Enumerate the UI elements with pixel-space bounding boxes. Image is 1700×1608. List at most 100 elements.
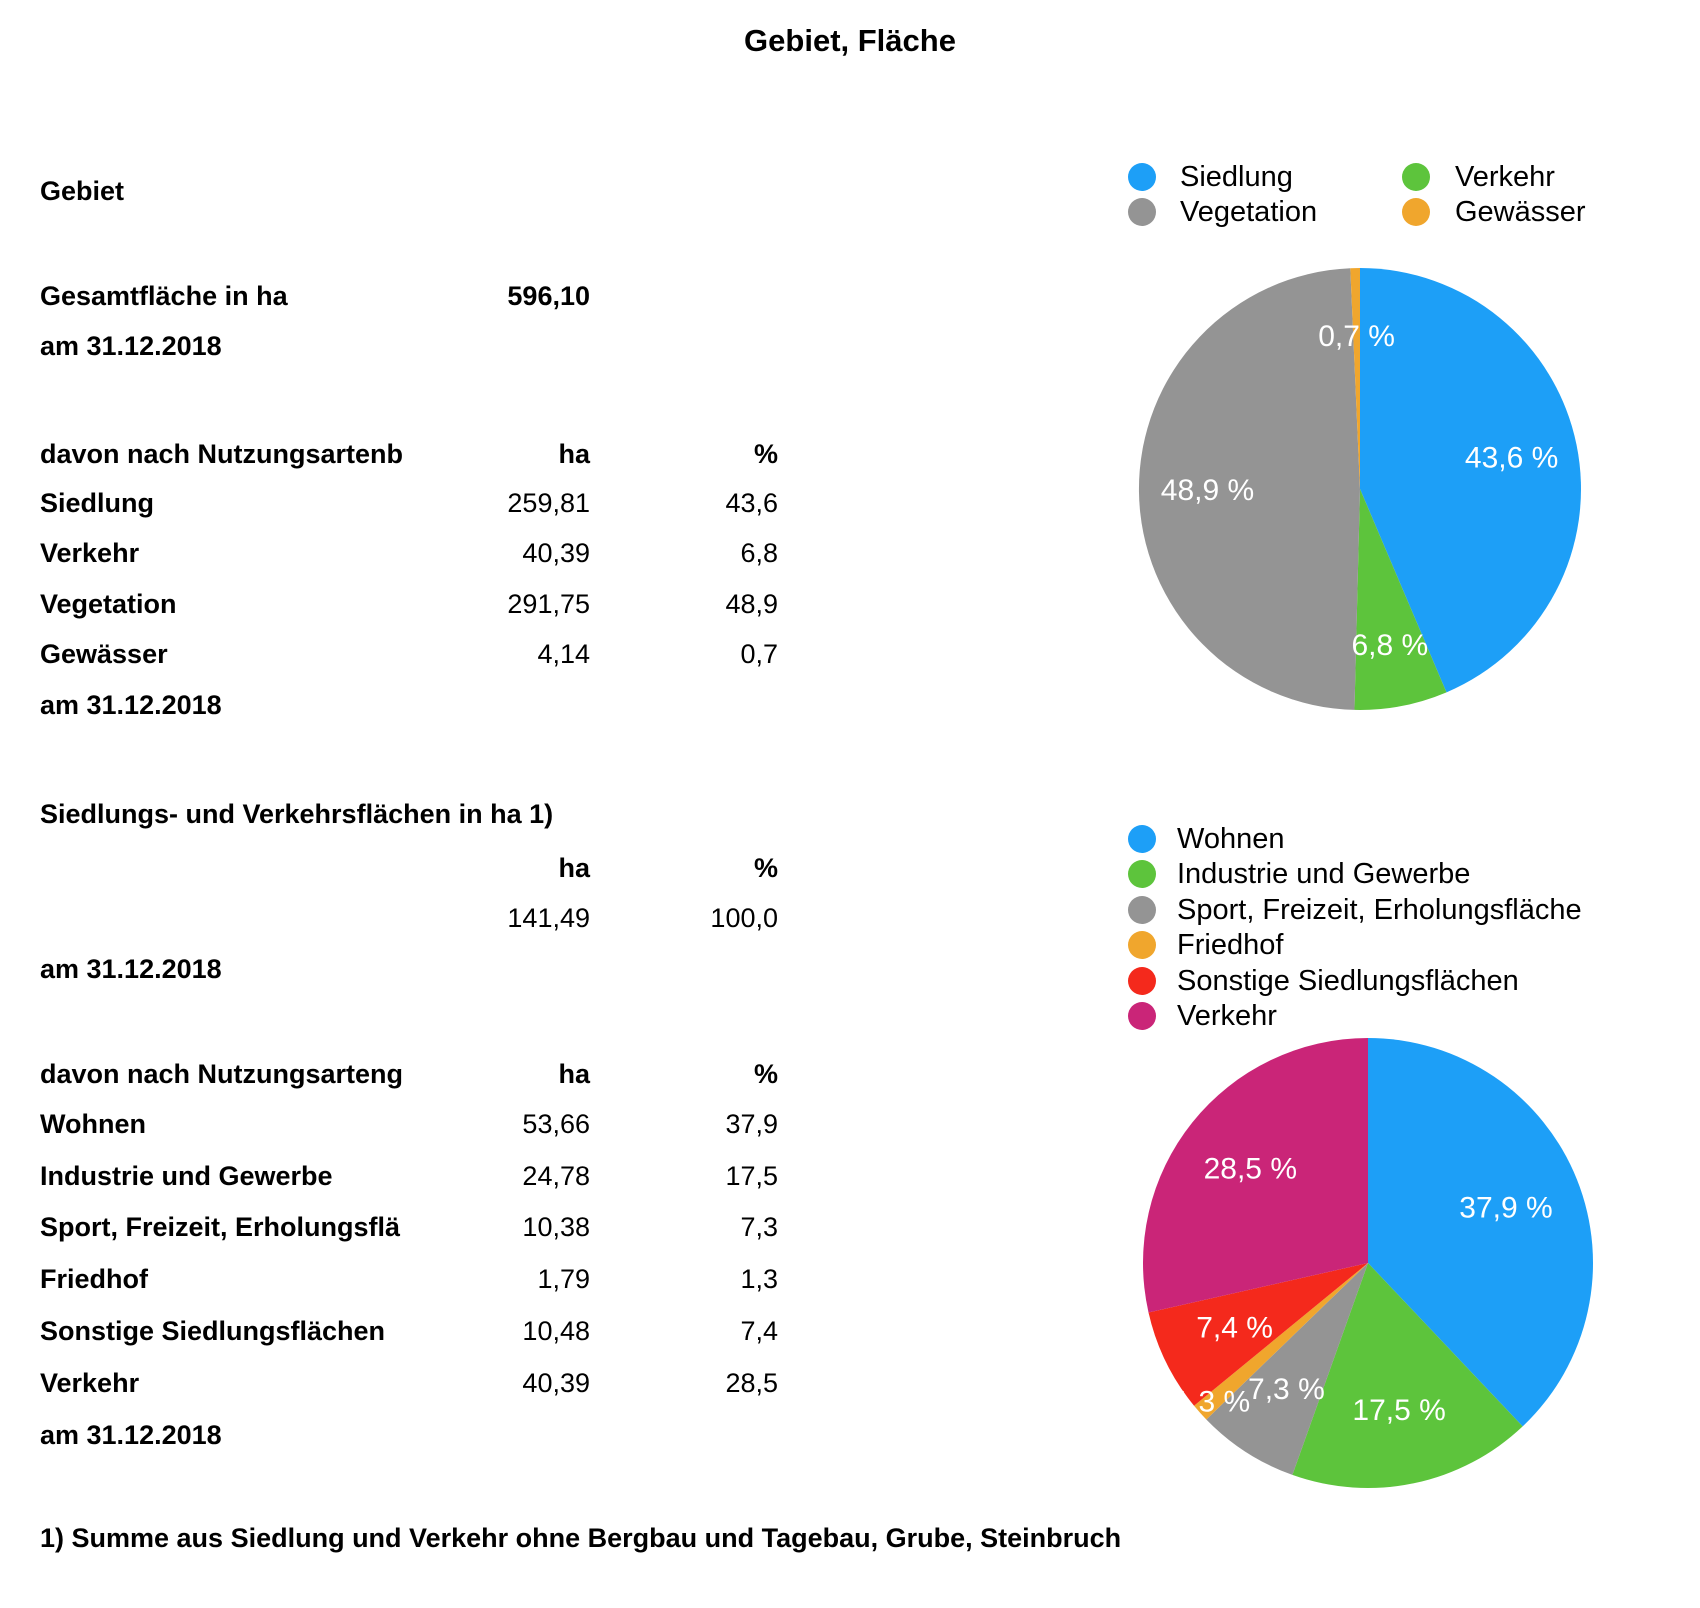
legend-label: Sport, Freizeit, Erholungsfläche <box>1177 893 1582 926</box>
pie-slice-label: 1,3 % <box>1173 1386 1250 1419</box>
total-area-value: 596,10 <box>507 281 590 311</box>
pie-slice <box>1292 1263 1523 1488</box>
pie-slice <box>1148 1263 1368 1406</box>
legend-swatch-icon <box>1128 1002 1156 1030</box>
pie-slice-label: 37,9 % <box>1459 1192 1552 1225</box>
row-ha-value: 40,39 <box>522 538 590 569</box>
row-percent-value: 1,3 <box>740 1264 778 1295</box>
legend-swatch-icon <box>1128 198 1156 226</box>
pie-slice-label: 17,5 % <box>1352 1394 1445 1427</box>
section2-total-pct: 100,0 <box>710 903 778 933</box>
row-percent-value: 6,8 <box>740 538 778 569</box>
pie-slice <box>1143 1038 1368 1313</box>
legend-swatch-icon <box>1402 163 1430 191</box>
table-row: Sport, Freizeit, Erholungsflä 10,38 7,3 <box>0 1211 860 1245</box>
pie-slice <box>1194 1263 1368 1420</box>
date-label: am 31.12.2018 <box>40 331 222 361</box>
row-label: Industrie und Gewerbe <box>40 1160 333 1191</box>
pie-slice-label: 28,5 % <box>1204 1152 1297 1185</box>
row-ha-value: 24,78 <box>522 1160 590 1191</box>
date-label: am 31.12.2018 <box>40 1420 222 1450</box>
row-percent-value: 48,9 <box>725 588 778 619</box>
legend-label: Vegetation <box>1180 196 1318 228</box>
row-percent-value: 0,7 <box>740 639 778 670</box>
row-label: Siedlung <box>40 488 154 518</box>
section2-header-ha: ha <box>558 853 590 883</box>
legend-swatch-icon <box>1128 163 1156 191</box>
row-ha-value: 259,81 <box>507 488 590 518</box>
pie-slice <box>1206 1263 1368 1475</box>
row-label: Vegetation <box>40 588 177 619</box>
legend-swatch-icon <box>1128 895 1156 924</box>
legend-label: Siedlung <box>1180 161 1293 193</box>
table-row: Sonstige Siedlungsflächen 10,48 7,4 <box>0 1315 860 1349</box>
table1-header-ha: ha <box>558 439 590 469</box>
table-row: Vegetation 291,75 48,9 <box>0 588 860 622</box>
row-ha-value: 291,75 <box>507 588 590 619</box>
legend-label: Verkehr <box>1177 1000 1277 1032</box>
date-label: am 31.12.2018 <box>40 690 222 720</box>
page-title: Gebiet, Fläche <box>744 23 956 58</box>
legend-swatch-icon <box>1128 860 1156 889</box>
table2-header-ha: ha <box>558 1059 590 1089</box>
table1-header-label: davon nach Nutzungsartenb <box>40 439 404 469</box>
table-row: Friedhof 1,79 1,3 <box>0 1263 860 1297</box>
section2-heading: Siedlungs- und Verkehrsflächen in ha 1) <box>40 799 554 829</box>
table2-header-row: davon nach Nutzungsarteng ha % <box>0 1058 860 1092</box>
footnote: 1) Summe aus Siedlung und Verkehr ohne B… <box>40 1523 1122 1553</box>
table-row: Verkehr 40,39 28,5 <box>0 1367 860 1401</box>
section1-heading: Gebiet <box>40 176 125 206</box>
legend-label: Sonstige Siedlungsflächen <box>1177 964 1519 997</box>
row-ha-value: 40,39 <box>522 1367 590 1398</box>
pie-slice-label: 0,7 % <box>1318 320 1395 353</box>
date-label: am 31.12.2018 <box>40 954 222 984</box>
table1-header-row: davon nach Nutzungsartenb ha % <box>0 438 860 472</box>
pie-slice-label: 7,4 % <box>1196 1312 1273 1345</box>
row-ha-value: 1,79 <box>537 1264 590 1295</box>
row-ha-value: 10,38 <box>522 1212 590 1243</box>
row-label: Verkehr <box>40 538 140 569</box>
table-row: Industrie und Gewerbe 24,78 17,5 <box>0 1160 860 1194</box>
row-label: Sonstige Siedlungsflächen <box>40 1315 386 1346</box>
row-label: Verkehr <box>40 1367 140 1398</box>
pie-slice-label: 43,6 % <box>1465 442 1558 475</box>
row-percent-value: 43,6 <box>725 488 778 518</box>
row-percent-value: 7,4 <box>740 1315 778 1346</box>
pie-slice-label: 6,8 % <box>1351 629 1428 662</box>
legend-label: Gewässer <box>1455 196 1586 228</box>
legend-label: Wohnen <box>1177 823 1285 855</box>
row-label: Sport, Freizeit, Erholungsflä <box>40 1212 401 1243</box>
section2-header-pct: % <box>753 853 778 883</box>
pie-slice <box>1368 1038 1594 1427</box>
table-row: Gewässer 4,14 0,7 <box>0 638 860 672</box>
row-ha-value: 53,66 <box>522 1109 590 1139</box>
pie-slice <box>1360 268 1581 693</box>
row-label: Friedhof <box>40 1264 148 1295</box>
table-row: Siedlung 259,81 43,6 <box>0 487 860 521</box>
pie-slice-label: 7,3 % <box>1248 1373 1325 1406</box>
row-label: Gewässer <box>40 639 168 670</box>
legend-label: Industrie und Gewerbe <box>1177 858 1471 891</box>
row-label: Wohnen <box>40 1109 146 1139</box>
legend-swatch-icon <box>1128 825 1156 853</box>
section2-total-row: 141,49 100,0 <box>0 902 860 936</box>
row-percent-value: 37,9 <box>725 1109 778 1139</box>
table-row: Wohnen 53,66 37,9 <box>0 1108 860 1142</box>
row-percent-value: 17,5 <box>725 1160 778 1191</box>
table2-header-label: davon nach Nutzungsarteng <box>40 1059 404 1089</box>
row-ha-value: 10,48 <box>522 1315 590 1346</box>
row-ha-value: 4,14 <box>537 639 590 670</box>
legend-label: Verkehr <box>1455 161 1555 193</box>
pie-slice <box>1350 267 1360 489</box>
legend-swatch-icon <box>1128 931 1156 960</box>
legend-swatch-icon <box>1402 198 1430 226</box>
pie-slice-label: 48,9 % <box>1161 474 1254 507</box>
table-row: Verkehr 40,39 6,8 <box>0 537 860 571</box>
total-area-row: Gesamtfläche in ha 596,10 <box>0 280 860 314</box>
legend-swatch-icon <box>1128 966 1156 995</box>
pie-slice <box>1354 489 1447 710</box>
table1-header-pct: % <box>753 439 778 469</box>
section2-colheader-row: ha % <box>0 852 860 886</box>
section2-total-ha: 141,49 <box>507 903 590 933</box>
